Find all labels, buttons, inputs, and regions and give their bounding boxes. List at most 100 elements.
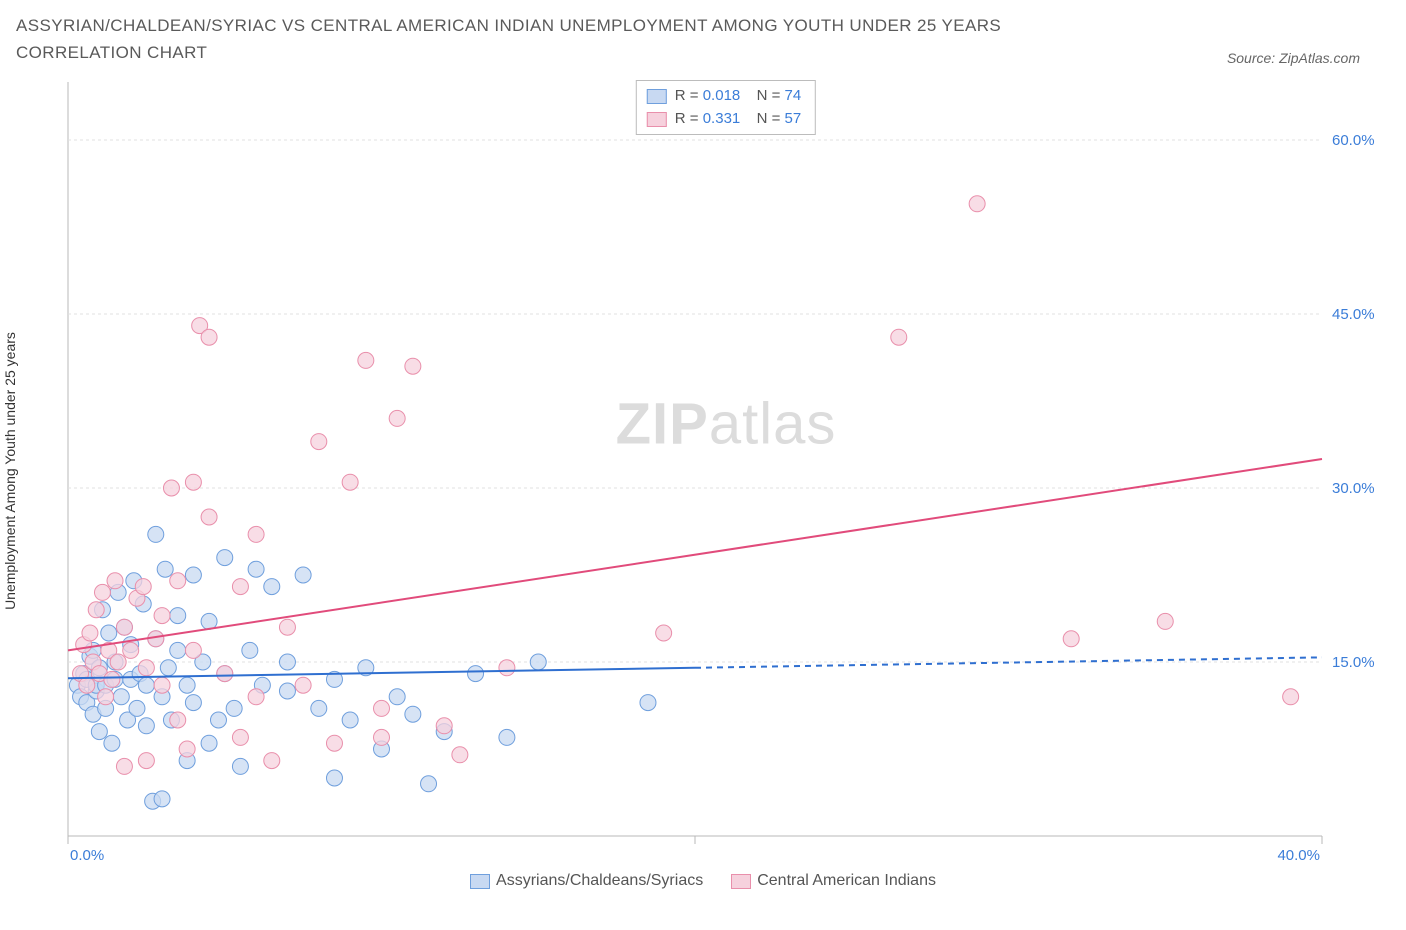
data-point	[248, 562, 264, 578]
source-label: Source: ZipAtlas.com	[1227, 50, 1390, 66]
data-point	[342, 475, 358, 491]
data-point	[123, 643, 139, 659]
data-point	[185, 567, 201, 583]
data-point	[1157, 614, 1173, 630]
data-point	[107, 573, 123, 589]
scatter-plot: 15.0%30.0%45.0%60.0%0.0%40.0%	[62, 76, 1382, 866]
data-point	[157, 562, 173, 578]
data-point	[279, 620, 295, 636]
data-point	[110, 654, 126, 670]
xtick-label: 40.0%	[1277, 847, 1320, 864]
data-point	[116, 620, 132, 636]
stats-legend-row: R = 0.331 N = 57	[647, 108, 801, 131]
legend-swatch	[470, 874, 490, 889]
data-point	[113, 689, 129, 705]
data-point	[640, 695, 656, 711]
data-point	[295, 567, 311, 583]
data-point	[1063, 631, 1079, 647]
data-point	[389, 411, 405, 427]
data-point	[138, 660, 154, 676]
data-point	[248, 527, 264, 543]
data-point	[138, 678, 154, 694]
data-point	[530, 654, 546, 670]
series-name: Assyrians/Chaldeans/Syriacs	[496, 872, 703, 890]
data-point	[170, 573, 186, 589]
data-point	[116, 759, 132, 775]
data-point	[185, 695, 201, 711]
series-legend: Assyrians/Chaldeans/Syriacs Central Ameri…	[16, 872, 1390, 894]
data-point	[342, 712, 358, 728]
data-point	[656, 625, 672, 641]
data-point	[217, 666, 233, 682]
data-point	[163, 480, 179, 496]
data-point	[88, 602, 104, 618]
data-point	[160, 660, 176, 676]
data-point	[148, 527, 164, 543]
data-point	[217, 550, 233, 566]
data-point	[499, 660, 515, 676]
data-point	[232, 759, 248, 775]
data-point	[154, 678, 170, 694]
legend-swatch	[647, 112, 667, 127]
data-point	[232, 730, 248, 746]
data-point	[264, 753, 280, 769]
regression-line-extrapolated	[695, 658, 1322, 668]
stat-n: N = 74	[748, 85, 801, 108]
data-point	[179, 678, 195, 694]
data-point	[82, 625, 98, 641]
data-point	[242, 643, 258, 659]
data-point	[185, 475, 201, 491]
data-point	[104, 672, 120, 688]
data-point	[279, 683, 295, 699]
data-point	[170, 608, 186, 624]
data-point	[311, 434, 327, 450]
ytick-label: 30.0%	[1332, 480, 1375, 497]
data-point	[405, 359, 421, 375]
data-point	[226, 701, 242, 717]
chart-title: ASSYRIAN/CHALDEAN/SYRIAC VS CENTRAL AMER…	[16, 12, 1116, 66]
data-point	[499, 730, 515, 746]
data-point	[170, 643, 186, 659]
data-point	[179, 741, 195, 757]
stats-legend: R = 0.018 N = 74R = 0.331 N = 57	[636, 80, 816, 135]
series-name: Central American Indians	[757, 872, 936, 890]
ytick-label: 15.0%	[1332, 654, 1375, 671]
legend-swatch	[647, 89, 667, 104]
data-point	[170, 712, 186, 728]
data-point	[185, 643, 201, 659]
data-point	[374, 701, 390, 717]
data-point	[279, 654, 295, 670]
series-legend-item: Assyrians/Chaldeans/Syriacs	[470, 872, 703, 890]
stat-r: R = 0.018	[675, 85, 740, 108]
data-point	[94, 585, 110, 601]
data-point	[91, 724, 107, 740]
data-point	[326, 736, 342, 752]
data-point	[264, 579, 280, 595]
data-point	[405, 707, 421, 723]
data-point	[135, 579, 151, 595]
data-point	[154, 608, 170, 624]
series-legend-item: Central American Indians	[731, 872, 936, 890]
data-point	[201, 736, 217, 752]
data-point	[248, 689, 264, 705]
y-axis-label: Unemployment Among Youth under 25 years	[2, 332, 18, 610]
data-point	[201, 509, 217, 525]
data-point	[326, 770, 342, 786]
data-point	[969, 196, 985, 212]
stat-r: R = 0.331	[675, 108, 740, 131]
data-point	[389, 689, 405, 705]
data-point	[295, 678, 311, 694]
data-point	[79, 678, 95, 694]
ytick-label: 60.0%	[1332, 132, 1375, 149]
data-point	[468, 666, 484, 682]
data-point	[101, 625, 117, 641]
data-point	[311, 701, 327, 717]
data-point	[436, 718, 452, 734]
data-point	[138, 753, 154, 769]
data-point	[421, 776, 437, 792]
data-point	[201, 614, 217, 630]
stat-n: N = 57	[748, 108, 801, 131]
data-point	[138, 718, 154, 734]
data-point	[374, 730, 390, 746]
xtick-label: 0.0%	[70, 847, 104, 864]
